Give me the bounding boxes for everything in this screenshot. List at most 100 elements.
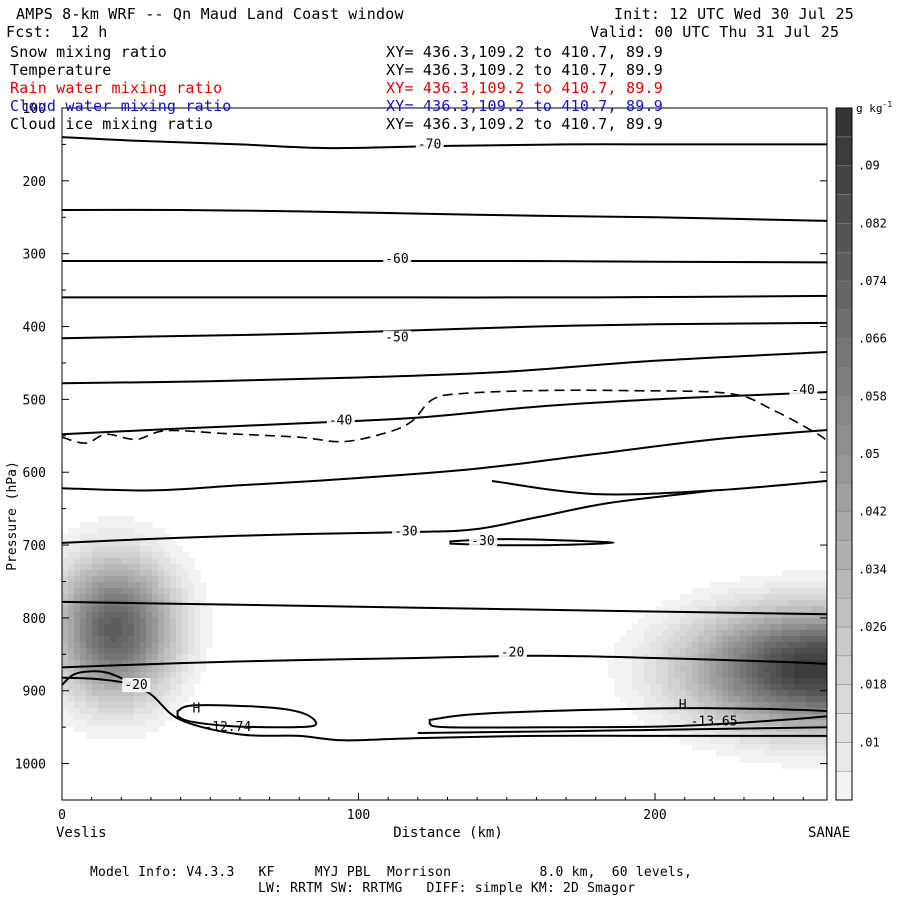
snow-cell xyxy=(92,582,99,589)
snow-cell xyxy=(62,576,69,583)
snow-cell xyxy=(128,720,135,727)
snow-cell xyxy=(80,636,87,643)
snow-cell xyxy=(122,660,129,667)
snow-cell xyxy=(818,642,825,649)
temperature-contour-line xyxy=(62,489,715,544)
snow-cell xyxy=(140,534,147,541)
snow-cell xyxy=(716,618,723,625)
snow-cell xyxy=(734,684,741,691)
snow-cell xyxy=(704,684,711,691)
snow-cell xyxy=(740,582,747,589)
snow-cell xyxy=(806,612,813,619)
snow-cell xyxy=(710,594,717,601)
snow-cell xyxy=(788,612,795,619)
field-temperature-xy: XY= 436.3,109.2 to 410.7, 89.9 xyxy=(386,61,663,79)
snow-cell xyxy=(140,696,147,703)
snow-cell xyxy=(728,678,735,685)
snow-cell xyxy=(194,606,201,613)
snow-cell xyxy=(734,672,741,679)
snow-cell xyxy=(770,630,777,637)
snow-cell xyxy=(782,588,789,595)
snow-cell xyxy=(80,690,87,697)
snow-cell xyxy=(122,534,129,541)
snow-cell xyxy=(686,696,693,703)
snow-cell xyxy=(104,582,111,589)
snow-cell xyxy=(770,678,777,685)
snow-cell xyxy=(62,666,69,673)
temperature-contour-label: -20 xyxy=(501,645,524,660)
snow-cell xyxy=(140,570,147,577)
snow-cell xyxy=(800,606,807,613)
snow-cell xyxy=(152,588,159,595)
snow-cell xyxy=(794,684,801,691)
snow-cell xyxy=(122,672,129,679)
snow-cell xyxy=(170,624,177,631)
snow-cell xyxy=(794,726,801,733)
snow-cell xyxy=(692,702,699,709)
snow-cell xyxy=(152,708,159,715)
snow-cell xyxy=(122,690,129,697)
snow-cell xyxy=(740,612,747,619)
snow-cell xyxy=(752,684,759,691)
snow-cell xyxy=(680,660,687,667)
snow-cell xyxy=(134,594,141,601)
snow-cell xyxy=(734,744,741,751)
snow-cell xyxy=(104,684,111,691)
snow-cell xyxy=(746,696,753,703)
snow-cell xyxy=(176,576,183,583)
snow-cell xyxy=(86,696,93,703)
snow-cell xyxy=(152,582,159,589)
snow-cell xyxy=(812,678,819,685)
snow-cell xyxy=(158,630,165,637)
snow-cell xyxy=(110,594,117,601)
snow-cell xyxy=(74,636,81,643)
snow-cell xyxy=(128,558,135,565)
snow-cell xyxy=(752,642,759,649)
snow-cell xyxy=(788,588,795,595)
snow-cell xyxy=(818,678,825,685)
snow-cell xyxy=(698,714,705,721)
snow-cell xyxy=(716,654,723,661)
snow-cell xyxy=(188,588,195,595)
snow-cell xyxy=(74,624,81,631)
snow-cell xyxy=(176,702,183,709)
snow-cell xyxy=(758,720,765,727)
snow-cell xyxy=(686,660,693,667)
snow-cell xyxy=(158,684,165,691)
snow-cell xyxy=(740,588,747,595)
snow-cell xyxy=(152,594,159,601)
snow-cell xyxy=(752,648,759,655)
snow-cell xyxy=(746,702,753,709)
snow-cell xyxy=(776,606,783,613)
snow-cell xyxy=(68,576,75,583)
snow-cell xyxy=(800,750,807,757)
snow-cell xyxy=(98,636,105,643)
snow-cell xyxy=(776,666,783,673)
snow-cell xyxy=(620,642,627,649)
snow-cell xyxy=(74,678,81,685)
snow-cell xyxy=(68,564,75,571)
snow-cell xyxy=(176,558,183,565)
snow-cell xyxy=(164,576,171,583)
snow-cell xyxy=(794,738,801,745)
snow-cell xyxy=(140,720,147,727)
snow-cell xyxy=(206,606,213,613)
snow-cell xyxy=(620,672,627,679)
snow-cell xyxy=(806,630,813,637)
snow-cell xyxy=(770,726,777,733)
snow-cell xyxy=(122,720,129,727)
snow-cell xyxy=(614,684,621,691)
snow-cell xyxy=(818,648,825,655)
snow-cell xyxy=(158,672,165,679)
snow-cell xyxy=(80,726,87,733)
snow-cell xyxy=(86,552,93,559)
snow-cell xyxy=(782,642,789,649)
snow-cell xyxy=(170,606,177,613)
snow-cell xyxy=(98,732,105,739)
snow-cell xyxy=(788,570,795,577)
snow-cell xyxy=(698,624,705,631)
snow-cell xyxy=(770,696,777,703)
snow-cell xyxy=(68,702,75,709)
snow-cell xyxy=(116,660,123,667)
